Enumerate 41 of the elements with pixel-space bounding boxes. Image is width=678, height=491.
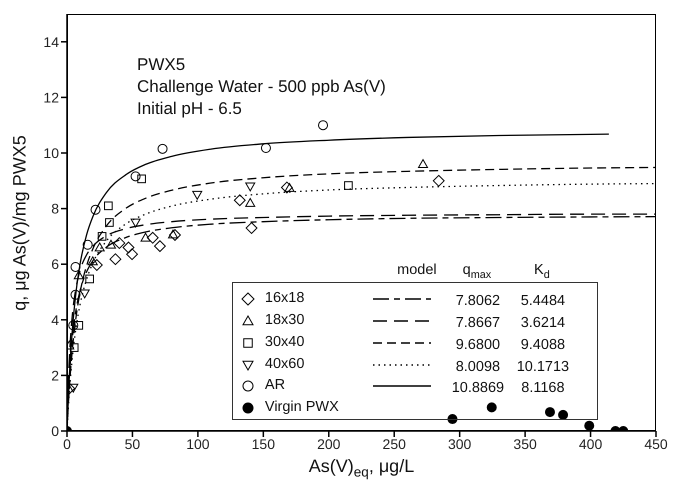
x-tick-label: 350 — [513, 436, 538, 452]
x-tick-label: 100 — [186, 436, 210, 452]
y-tick-label: 6 — [51, 256, 60, 272]
legend-label: 30x40 — [264, 334, 304, 350]
text: PWX5 — [137, 55, 186, 74]
x-tick-label: 200 — [317, 436, 341, 452]
annotation: model — [397, 262, 437, 278]
annotation: 10.8869 — [452, 380, 504, 396]
y-tick-label: 12 — [43, 89, 60, 106]
legend-label: 40x60 — [264, 356, 304, 372]
legend-label: 16x18 — [264, 290, 304, 306]
legend-label: AR — [264, 377, 286, 394]
annotation: 7.8062 — [456, 293, 500, 310]
x-tick-label: 450 — [644, 436, 668, 452]
annotation: 5.4484 — [520, 293, 566, 310]
x-tick-label: 50 — [124, 436, 140, 452]
annotation: K$_{d}$ — [534, 262, 550, 281]
annotation: 9.4088 — [520, 336, 566, 353]
x-axis-title: As(V)$_{eq}$, μg/L — [308, 456, 414, 480]
x-tick-label: 250 — [382, 436, 406, 452]
y-tick-label: 10 — [43, 144, 60, 161]
y-tick-label: 4 — [51, 312, 60, 328]
annotation: 10.1713 — [516, 358, 570, 374]
legend-label: 18x30 — [264, 312, 304, 328]
x-tick-label: 300 — [448, 436, 472, 452]
annotation: 8.0098 — [456, 358, 500, 374]
x-tick-label: 0 — [63, 436, 72, 452]
y-tick-label: 0 — [51, 422, 60, 439]
y-tick-label: 14 — [43, 34, 60, 50]
text: Challenge Water - 500 ppb As(V) Initial pH - 6.5 — [137, 77, 386, 118]
y-axis-title: q, μg As(V)/mg PWX5 — [10, 134, 30, 310]
annotation: 8.1168 — [521, 380, 565, 396]
y-tick-label: 8 — [51, 200, 60, 217]
annotation: 7.8667 — [456, 314, 500, 331]
annotation: 9.6800 — [456, 336, 500, 353]
annotation: q$_{max}$ — [462, 262, 492, 281]
x-tick-label: 400 — [578, 436, 602, 452]
legend-label: Virgin PWX — [264, 399, 339, 416]
annotation: 3.6214 — [520, 314, 566, 331]
x-tick-label: 150 — [252, 436, 276, 452]
y-tick-label: 2 — [51, 367, 60, 384]
